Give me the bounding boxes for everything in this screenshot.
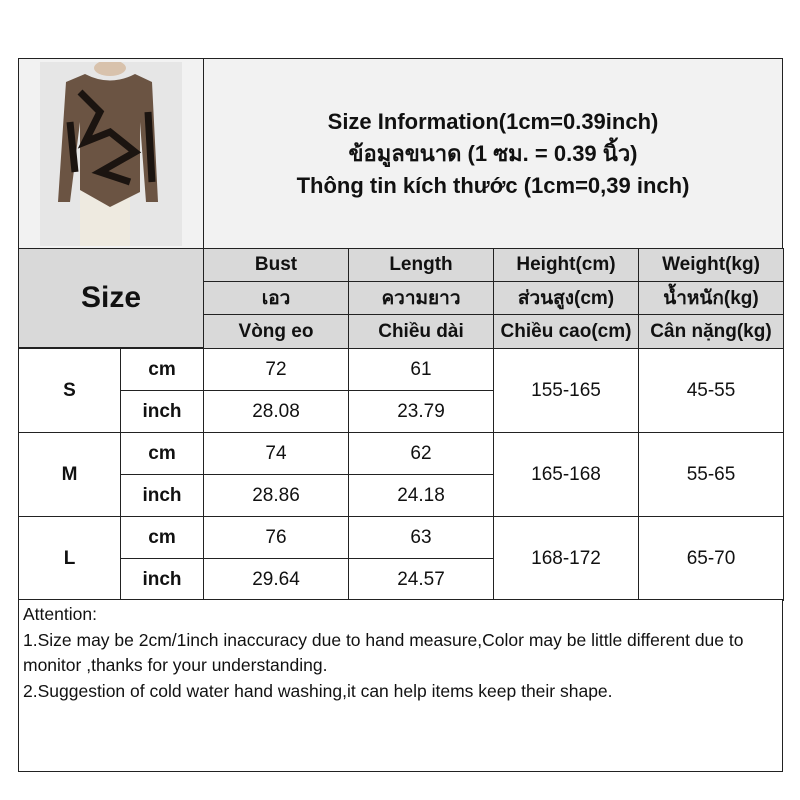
attention-heading: Attention: bbox=[23, 604, 97, 624]
product-photo bbox=[40, 61, 182, 246]
column-header-en: Weight(kg) bbox=[638, 248, 784, 282]
size-label: L bbox=[18, 516, 121, 601]
weight-range: 65-70 bbox=[638, 516, 784, 601]
bust-inch: 28.86 bbox=[203, 474, 349, 517]
product-photo-cell bbox=[18, 58, 204, 249]
bust-cm: 74 bbox=[203, 432, 349, 475]
title-english: Size Information(1cm=0.39inch) bbox=[327, 108, 659, 134]
unit-cm: cm bbox=[120, 516, 204, 559]
column-header-en: Height(cm) bbox=[493, 248, 639, 282]
length-inch: 23.79 bbox=[348, 390, 494, 433]
attention-note-1: 1.Size may be 2cm/1inch inaccuracy due t… bbox=[23, 629, 744, 676]
bust-cm: 72 bbox=[203, 348, 349, 391]
length-cm: 62 bbox=[348, 432, 494, 475]
unit-cm: cm bbox=[120, 348, 204, 391]
length-cm: 61 bbox=[348, 348, 494, 391]
size-header: Size bbox=[18, 248, 204, 348]
weight-range: 55-65 bbox=[638, 432, 784, 517]
height-range: 155-165 bbox=[493, 348, 639, 433]
column-header-vi: Cân nặng(kg) bbox=[638, 314, 784, 349]
length-inch: 24.57 bbox=[348, 558, 494, 601]
title-thai: ข้อมูลขนาด (1 ซม. = 0.39 นิ้ว) bbox=[348, 140, 638, 166]
column-header-en: Bust bbox=[203, 248, 349, 282]
title-cell: Size Information(1cm=0.39inch) ข้อมูลขนา… bbox=[203, 58, 783, 249]
attention-box: Attention: 1.Size may be 2cm/1inch inacc… bbox=[18, 599, 783, 772]
size-label: M bbox=[18, 432, 121, 517]
unit-inch: inch bbox=[120, 390, 204, 433]
column-header-th: ส่วนสูง(cm) bbox=[493, 281, 639, 315]
column-header-th: เอว bbox=[203, 281, 349, 315]
length-cm: 63 bbox=[348, 516, 494, 559]
unit-cm: cm bbox=[120, 432, 204, 475]
length-inch: 24.18 bbox=[348, 474, 494, 517]
column-header-vi: Chiều dài bbox=[348, 314, 494, 349]
bust-cm: 76 bbox=[203, 516, 349, 559]
unit-inch: inch bbox=[120, 474, 204, 517]
attention-note-2: 2.Suggestion of cold water hand washing,… bbox=[23, 680, 613, 701]
column-header-vi: Chiều cao(cm) bbox=[493, 314, 639, 349]
title-vietnamese: Thông tin kích thước (1cm=0,39 inch) bbox=[296, 172, 690, 198]
size-label: S bbox=[18, 348, 121, 433]
bust-inch: 28.08 bbox=[203, 390, 349, 433]
weight-range: 45-55 bbox=[638, 348, 784, 433]
column-header-th: น้ำหนัก(kg) bbox=[638, 281, 784, 315]
height-range: 165-168 bbox=[493, 432, 639, 517]
height-range: 168-172 bbox=[493, 516, 639, 601]
column-header-en: Length bbox=[348, 248, 494, 282]
column-header-vi: Vòng eo bbox=[203, 314, 349, 349]
unit-inch: inch bbox=[120, 558, 204, 601]
bust-inch: 29.64 bbox=[203, 558, 349, 601]
column-header-th: ความยาว bbox=[348, 281, 494, 315]
